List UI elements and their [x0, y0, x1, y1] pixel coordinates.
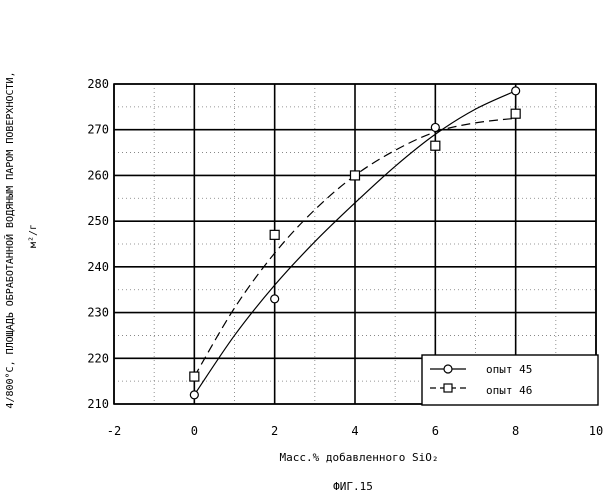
y-tick-label-6: 270	[87, 123, 109, 137]
x-tick-label-6: 10	[589, 424, 603, 438]
data-point-series-1-3	[512, 87, 520, 95]
x-tick-label-1: 0	[191, 424, 198, 438]
legend: опыт 45 опыт 46	[422, 355, 598, 405]
y-tick-labels: 210 220 230 240 250 260 270 280	[87, 77, 109, 411]
y-tick-label-2: 230	[87, 306, 109, 320]
data-point-series-2-4	[511, 109, 520, 118]
y-tick-label-0: 210	[87, 397, 109, 411]
x-tick-label-3: 4	[351, 424, 358, 438]
legend-label-series-1: опыт 45	[486, 363, 532, 376]
legend-marker-series-2	[444, 384, 452, 392]
data-point-series-2-3	[431, 141, 440, 150]
figure-caption: ФИГ.15	[333, 480, 373, 493]
data-point-series-1-2	[431, 123, 439, 131]
y-tick-label-3: 240	[87, 260, 109, 274]
y-axis-label: 4/800°С, ПЛОЩАДЬ ОБРАБОТАННОЙ ВОДЯНЫМ ПА…	[3, 71, 16, 408]
y-tick-label-7: 280	[87, 77, 109, 91]
data-point-series-1-0	[190, 391, 198, 399]
x-tick-labels: -2 0 2 4 6 8 10	[107, 424, 603, 438]
x-tick-label-0: -2	[107, 424, 121, 438]
data-point-series-1-1	[271, 295, 279, 303]
x-axis-label: Масс.% добавленного SiO₂	[280, 451, 439, 464]
legend-marker-series-1	[444, 365, 452, 373]
legend-label-series-2: опыт 46	[486, 384, 532, 397]
x-tick-label-2: 2	[271, 424, 278, 438]
data-point-series-2-1	[270, 230, 279, 239]
y-tick-label-4: 250	[87, 214, 109, 228]
x-tick-label-4: 6	[432, 424, 439, 438]
y-axis-units: м²/г	[28, 224, 39, 248]
data-point-series-2-0	[190, 372, 199, 381]
y-tick-label-5: 260	[87, 168, 109, 182]
y-tick-label-1: 220	[87, 351, 109, 365]
data-point-series-2-2	[351, 171, 360, 180]
x-tick-label-5: 8	[512, 424, 519, 438]
